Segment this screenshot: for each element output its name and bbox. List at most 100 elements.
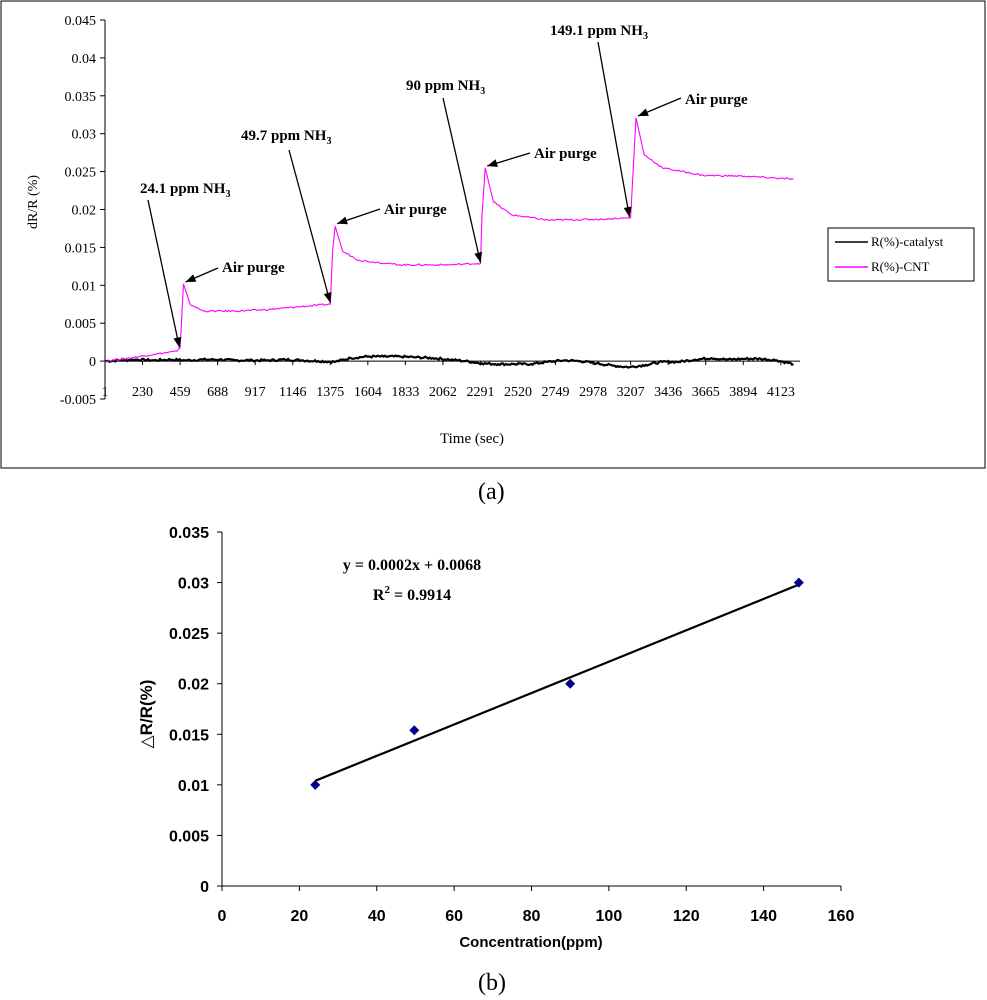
chart-b-panel-label: (b)	[478, 970, 506, 996]
trendline	[314, 583, 800, 782]
chart-a-x-tick-label: 3436	[654, 385, 682, 400]
chart-a-y-tick-label: 0.045	[65, 14, 97, 29]
annotation-injection-arrow	[288, 149, 332, 303]
chart-b-x-tick-label: 80	[523, 908, 541, 925]
chart-a-y-tick-label: 0.03	[72, 128, 97, 143]
annotation-injection-arrow	[147, 199, 182, 348]
chart-a-y-tick-label: 0.01	[72, 279, 97, 294]
chart-b-r2-rest: = 0.9914	[390, 587, 451, 604]
chart-b-y-tick-label: 0.03	[178, 576, 209, 593]
chart-b-x-tick-label: 60	[445, 908, 463, 925]
annotation-injection-subscript: 3	[643, 31, 648, 42]
chart-b-series	[310, 577, 804, 790]
annotation-purge-label: Air purge	[384, 202, 447, 218]
chart-a-panel-label: (a)	[478, 479, 505, 505]
chart-a-x-tick-label: 688	[207, 385, 228, 400]
chart-b-xlabel: Concentration(ppm)	[459, 934, 602, 951]
chart-a-series	[104, 117, 794, 369]
chart-a-x-tick-label: 1833	[391, 385, 419, 400]
chart-a-y-tick-label: 0.02	[72, 204, 97, 219]
chart-b-x-tick-label: 160	[828, 908, 855, 925]
scatter-point	[310, 779, 321, 790]
series-line-catalyst	[105, 354, 794, 369]
chart-a-x-tick-label: 230	[132, 385, 153, 400]
chart-b-x-tick-label: 120	[673, 908, 700, 925]
annotation-injection-text: 149.1 ppm NH	[550, 23, 643, 39]
chart-a-y-tick-label: 0.035	[65, 90, 97, 105]
chart-b-r2-main: R	[373, 587, 385, 604]
chart-b-r2-sup: 2	[384, 584, 390, 596]
chart-a-x-tick-label: 2062	[429, 385, 457, 400]
chart-a-x-tick-label: 1	[102, 385, 109, 400]
chart-b-x-tick-label: 20	[290, 908, 308, 925]
chart-a-y-tick-label: -0.005	[60, 393, 96, 408]
chart-a-x-tick-label: 459	[170, 385, 191, 400]
chart-b-x-tick-label: 40	[368, 908, 386, 925]
annotation-injection-label: 49.7 ppm NH3	[241, 128, 331, 147]
chart-a-x-tick-label: 2291	[466, 385, 494, 400]
annotation-purge-label: Air purge	[685, 92, 748, 108]
chart-a-y-tick-label: 0.015	[65, 241, 97, 256]
annotation-injection-label: 24.1 ppm NH3	[140, 181, 230, 200]
chart-a-x-tick-label: 4123	[767, 385, 795, 400]
annotation-injection-label: 90 ppm NH3	[406, 78, 485, 97]
chart-a-xlabel: Time (sec)	[440, 431, 504, 447]
chart-a-x-tick-label: 3207	[617, 385, 645, 400]
chart-a-y-tick-label: 0	[89, 355, 96, 370]
chart-a-frame	[0, 0, 986, 469]
chart-a-ylabel: dR/R (%)	[26, 175, 41, 229]
annotation-injection-subscript: 3	[225, 189, 230, 200]
chart-b-x-tick-label: 100	[596, 908, 623, 925]
chart-a-x-tick-label: 3665	[692, 385, 720, 400]
chart-b-equation: y = 0.0002x + 0.0068	[343, 557, 481, 574]
chart-a-x-tick-label: 1146	[279, 385, 306, 400]
annotation-injection-subscript: 3	[480, 86, 485, 97]
annotation-injection-arrow	[442, 97, 483, 263]
chart-a-x-tick-label: 2749	[542, 385, 570, 400]
chart-a-x-tick-label: 3894	[729, 385, 757, 400]
chart-b-y-tick-label: 0.005	[169, 828, 209, 845]
annotation-injection-text: 49.7 ppm NH	[241, 128, 327, 144]
chart-a-y-tick-label: 0.04	[72, 52, 97, 67]
chart-a-y-tick-label: 0.025	[65, 166, 97, 181]
chart-a-legend-box	[827, 227, 975, 282]
annotation-purge-arrow	[637, 97, 682, 117]
annotation-injection-label: 149.1 ppm NH3	[550, 23, 648, 42]
chart-a-x-tick-label: 1604	[354, 385, 382, 400]
annotation-purge-arrow	[487, 152, 531, 167]
annotation-injection-text: 24.1 ppm NH	[140, 181, 226, 197]
chart-a-x-tick-label: 917	[245, 385, 266, 400]
annotation-purge-label: Air purge	[222, 260, 285, 276]
chart-a-legend-label-cnt: R(%)-CNT	[871, 259, 930, 274]
chart-a-x-tick-label: 2978	[579, 385, 607, 400]
chart-b-r2: R2 = 0.9914	[373, 584, 451, 604]
chart-b-x-tick-label: 0	[218, 908, 227, 925]
series-line-cnt	[104, 117, 794, 363]
chart-a-legend: R(%)-catalyst R(%)-CNT	[827, 227, 975, 282]
chart-a-legend-label-catalyst: R(%)-catalyst	[871, 234, 944, 249]
annotation-injection-subscript: 3	[326, 136, 331, 147]
chart-a: -0.005 0 0.005 0.01 0.015 0.02 0.025 0.03 0.035 0…	[0, 0, 986, 469]
scatter-point	[793, 577, 804, 588]
annotation-purge-arrow	[336, 208, 381, 225]
chart-a-x-tick-label: 1375	[316, 385, 344, 400]
chart-a-axes: -0.005 0 0.005 0.01 0.015 0.02 0.025 0.03 0.035 0…	[60, 14, 800, 408]
annotation-injection-text: 90 ppm NH	[406, 78, 481, 94]
chart-a-y-tick-label: 0.005	[65, 317, 97, 332]
chart-a-x-tick-label: 2520	[504, 385, 532, 400]
chart-b-y-tick-label: 0	[200, 879, 209, 896]
annotation-purge-label: Air purge	[534, 146, 597, 162]
annotation-purge-arrow	[185, 267, 219, 283]
chart-b-y-tick-label: 0.01	[178, 778, 209, 795]
chart-b-ylabel: △R/R(%)	[137, 680, 156, 749]
chart-b-y-tick-label: 0.025	[169, 626, 209, 643]
chart-b-y-tick-label: 0.015	[169, 727, 209, 744]
chart-b-y-tick-label: 0.035	[169, 525, 209, 542]
annotation-injection-arrow	[597, 41, 632, 218]
scatter-point	[565, 678, 576, 689]
chart-b-y-tick-label: 0.02	[178, 677, 209, 694]
chart-b-axes: 0 0.005 0.01 0.015 0.02 0.025 0.03 0.035 0 20 40 60…	[169, 525, 854, 925]
chart-b-x-tick-label: 140	[750, 908, 777, 925]
chart-b: 0 0.005 0.01 0.015 0.02 0.025 0.03 0.035 0 20 40 60…	[137, 525, 854, 951]
